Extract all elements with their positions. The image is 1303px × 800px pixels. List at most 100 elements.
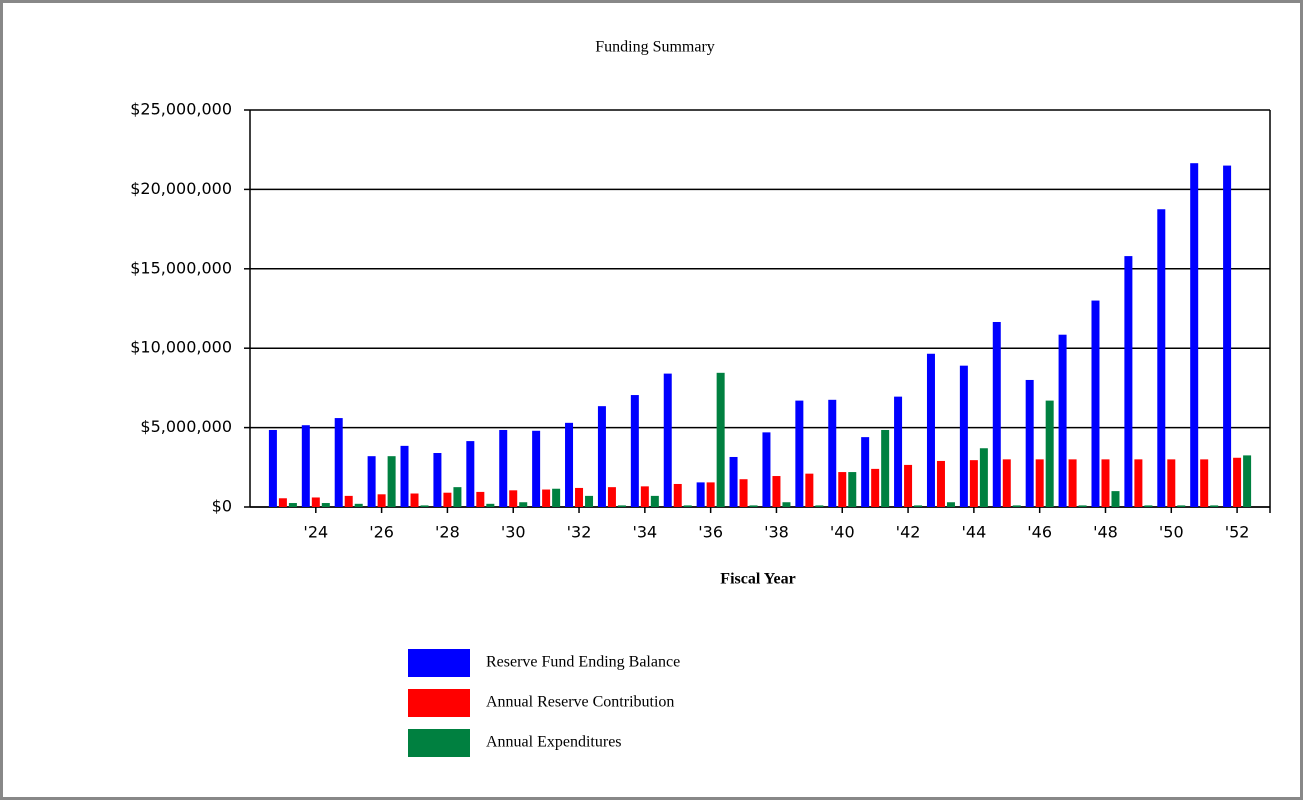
bar <box>410 493 419 507</box>
bar <box>443 492 452 507</box>
bar <box>1190 163 1199 507</box>
x-tick-label: '50 <box>1159 523 1184 542</box>
legend-label: Annual Expenditures <box>486 734 622 751</box>
bar <box>1134 459 1143 507</box>
bar <box>288 503 297 507</box>
bar <box>334 418 343 507</box>
bar <box>782 502 791 507</box>
bar <box>815 505 824 507</box>
bar <box>805 473 814 507</box>
bar <box>1068 459 1077 507</box>
bar <box>301 425 310 507</box>
bar <box>640 486 649 507</box>
bar <box>420 505 429 507</box>
bar <box>959 365 968 507</box>
bar <box>848 472 857 507</box>
bar <box>367 456 376 507</box>
bar <box>1025 379 1034 507</box>
bar <box>673 483 682 507</box>
bar <box>597 406 606 507</box>
bar <box>838 472 847 507</box>
bar <box>650 495 659 507</box>
legend-swatch <box>408 729 470 757</box>
bar <box>1223 165 1232 507</box>
bar <box>1233 457 1242 507</box>
bar <box>663 373 672 507</box>
bar <box>400 445 409 507</box>
bar <box>749 505 758 507</box>
bar <box>311 497 320 507</box>
bar <box>552 488 561 507</box>
x-axis-label: Fiscal Year <box>720 571 795 588</box>
bar <box>1078 505 1087 507</box>
x-tick-label: '28 <box>435 523 460 542</box>
bar <box>696 482 705 507</box>
bar <box>1243 455 1252 507</box>
bar <box>565 422 574 507</box>
bar <box>1157 209 1166 507</box>
x-tick-label: '44 <box>961 523 986 542</box>
bar <box>979 448 988 507</box>
bar <box>453 487 462 507</box>
bar <box>575 487 584 507</box>
x-tick-label: '24 <box>303 523 328 542</box>
bar <box>969 460 978 507</box>
bar <box>377 494 386 507</box>
bar <box>466 441 475 507</box>
x-tick-label: '52 <box>1225 523 1250 542</box>
x-tick-label: '26 <box>369 523 394 542</box>
legend-swatch <box>408 649 470 677</box>
bar <box>871 468 880 507</box>
bar <box>278 498 287 507</box>
x-tick-label: '30 <box>501 523 526 542</box>
bar <box>486 503 495 507</box>
x-tick-label: '46 <box>1027 523 1052 542</box>
x-tick-label: '34 <box>632 523 657 542</box>
bar <box>904 464 913 507</box>
legend-swatch <box>408 689 470 717</box>
bar <box>1002 459 1011 507</box>
bar <box>1177 505 1186 507</box>
bar <box>1111 491 1120 507</box>
bar <box>387 456 396 507</box>
x-tick-label: '42 <box>896 523 921 542</box>
bar <box>729 456 738 507</box>
bar <box>354 503 363 507</box>
bar <box>1058 334 1067 507</box>
bar <box>1200 459 1209 507</box>
y-tick-label: $10,000,000 <box>130 338 232 357</box>
bar <box>828 399 837 507</box>
bar <box>1012 505 1021 507</box>
y-tick-label: $0 <box>212 497 232 516</box>
bar <box>716 372 725 507</box>
bar <box>926 353 935 507</box>
x-tick-label: '48 <box>1093 523 1118 542</box>
bar <box>321 503 330 507</box>
bar <box>706 482 715 507</box>
bar <box>1035 459 1044 507</box>
bar <box>1144 505 1153 507</box>
y-tick-label: $15,000,000 <box>130 258 232 277</box>
bar <box>881 429 890 507</box>
bar <box>739 479 748 507</box>
bar <box>1167 459 1176 507</box>
bar <box>433 453 442 507</box>
y-tick-label: $5,000,000 <box>140 417 232 436</box>
x-tick-label: '36 <box>698 523 723 542</box>
legend-label: Reserve Fund Ending Balance <box>486 654 680 671</box>
bar <box>499 429 508 507</box>
chart-title: Funding Summary <box>595 39 715 56</box>
bar <box>762 432 771 507</box>
bar <box>992 321 1001 507</box>
bar <box>585 495 594 507</box>
bar <box>509 490 518 507</box>
bar <box>861 437 870 507</box>
bar <box>1091 300 1100 507</box>
bar <box>894 396 903 507</box>
bar <box>1124 256 1133 507</box>
bar <box>946 502 955 507</box>
bar <box>607 487 616 507</box>
bar <box>1101 459 1110 507</box>
x-tick-label: '32 <box>567 523 592 542</box>
